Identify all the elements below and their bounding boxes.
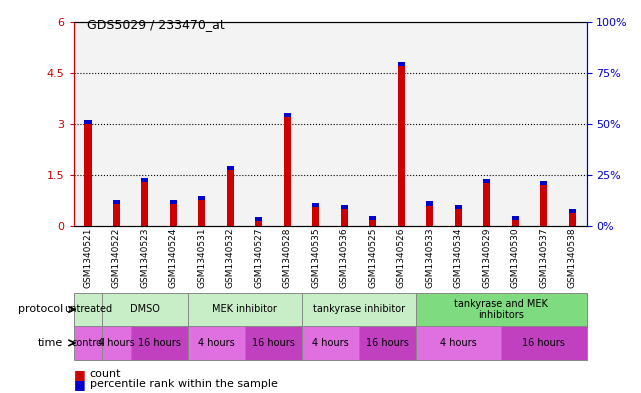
Text: DMSO: DMSO: [130, 305, 160, 314]
Bar: [170, 204, 177, 226]
Text: 4 hours: 4 hours: [312, 338, 349, 348]
Bar: [426, 202, 433, 206]
Text: tankyrase inhibitor: tankyrase inhibitor: [313, 305, 404, 314]
Text: percentile rank within the sample: percentile rank within the sample: [90, 379, 278, 389]
Bar: [74, 293, 102, 326]
Bar: [74, 326, 102, 360]
Bar: [159, 22, 188, 226]
Bar: [569, 213, 576, 226]
Bar: [398, 66, 405, 226]
Bar: [227, 166, 234, 170]
Text: 16 hours: 16 hours: [138, 338, 181, 348]
Text: 16 hours: 16 hours: [365, 338, 408, 348]
Bar: [302, 22, 330, 226]
Bar: [330, 22, 358, 226]
Bar: [358, 22, 387, 226]
Text: 4 hours: 4 hours: [440, 338, 477, 348]
Bar: [85, 124, 92, 226]
Bar: [113, 204, 120, 226]
Bar: [255, 221, 262, 226]
Bar: [312, 203, 319, 207]
Bar: [540, 181, 547, 185]
Bar: [426, 206, 433, 226]
Bar: [369, 220, 376, 226]
Bar: [302, 293, 415, 326]
Bar: [454, 205, 462, 209]
Bar: [255, 217, 262, 221]
Bar: [415, 326, 501, 360]
Bar: [142, 182, 149, 226]
Bar: [529, 22, 558, 226]
Text: control: control: [71, 338, 105, 348]
Text: untreated: untreated: [64, 305, 112, 314]
Text: time: time: [38, 338, 63, 348]
Bar: [569, 209, 576, 213]
Bar: [74, 22, 102, 226]
Bar: [472, 22, 501, 226]
Bar: [415, 293, 587, 326]
Bar: [398, 62, 405, 66]
Bar: [188, 22, 216, 226]
Bar: [198, 200, 206, 226]
Bar: [188, 326, 245, 360]
Bar: [170, 200, 177, 204]
Bar: [358, 326, 415, 360]
Bar: [284, 113, 291, 117]
Bar: [273, 22, 302, 226]
Bar: [454, 209, 462, 226]
Bar: [341, 209, 348, 226]
Bar: [216, 22, 245, 226]
Bar: [387, 22, 415, 226]
Bar: [227, 170, 234, 226]
Bar: [415, 22, 444, 226]
Text: 16 hours: 16 hours: [522, 338, 565, 348]
Text: 16 hours: 16 hours: [252, 338, 295, 348]
Bar: [512, 220, 519, 226]
Bar: [102, 293, 188, 326]
Bar: [302, 326, 358, 360]
Text: 4 hours: 4 hours: [198, 338, 235, 348]
Bar: [85, 120, 92, 124]
Bar: [131, 22, 159, 226]
Text: tankyrase and MEK
inhibitors: tankyrase and MEK inhibitors: [454, 299, 548, 320]
Bar: [312, 207, 319, 226]
Bar: [501, 326, 587, 360]
Text: count: count: [90, 369, 121, 379]
Text: GDS5029 / 233470_at: GDS5029 / 233470_at: [87, 18, 224, 31]
Bar: [512, 216, 519, 220]
Bar: [102, 22, 131, 226]
Bar: [369, 216, 376, 220]
Bar: [501, 22, 529, 226]
Bar: [483, 184, 490, 226]
Bar: [245, 22, 273, 226]
Bar: [188, 293, 302, 326]
Bar: [341, 205, 348, 209]
Bar: [483, 179, 490, 184]
Text: ■: ■: [74, 367, 85, 381]
Text: protocol: protocol: [18, 305, 63, 314]
Text: ■: ■: [74, 378, 85, 391]
Text: MEK inhibitor: MEK inhibitor: [212, 305, 277, 314]
Bar: [102, 326, 131, 360]
Bar: [198, 196, 206, 200]
Bar: [558, 22, 587, 226]
Bar: [142, 178, 149, 182]
Bar: [131, 326, 188, 360]
Bar: [444, 22, 472, 226]
Bar: [245, 326, 302, 360]
Text: 4 hours: 4 hours: [98, 338, 135, 348]
Bar: [284, 117, 291, 226]
Bar: [113, 200, 120, 204]
Bar: [540, 185, 547, 226]
